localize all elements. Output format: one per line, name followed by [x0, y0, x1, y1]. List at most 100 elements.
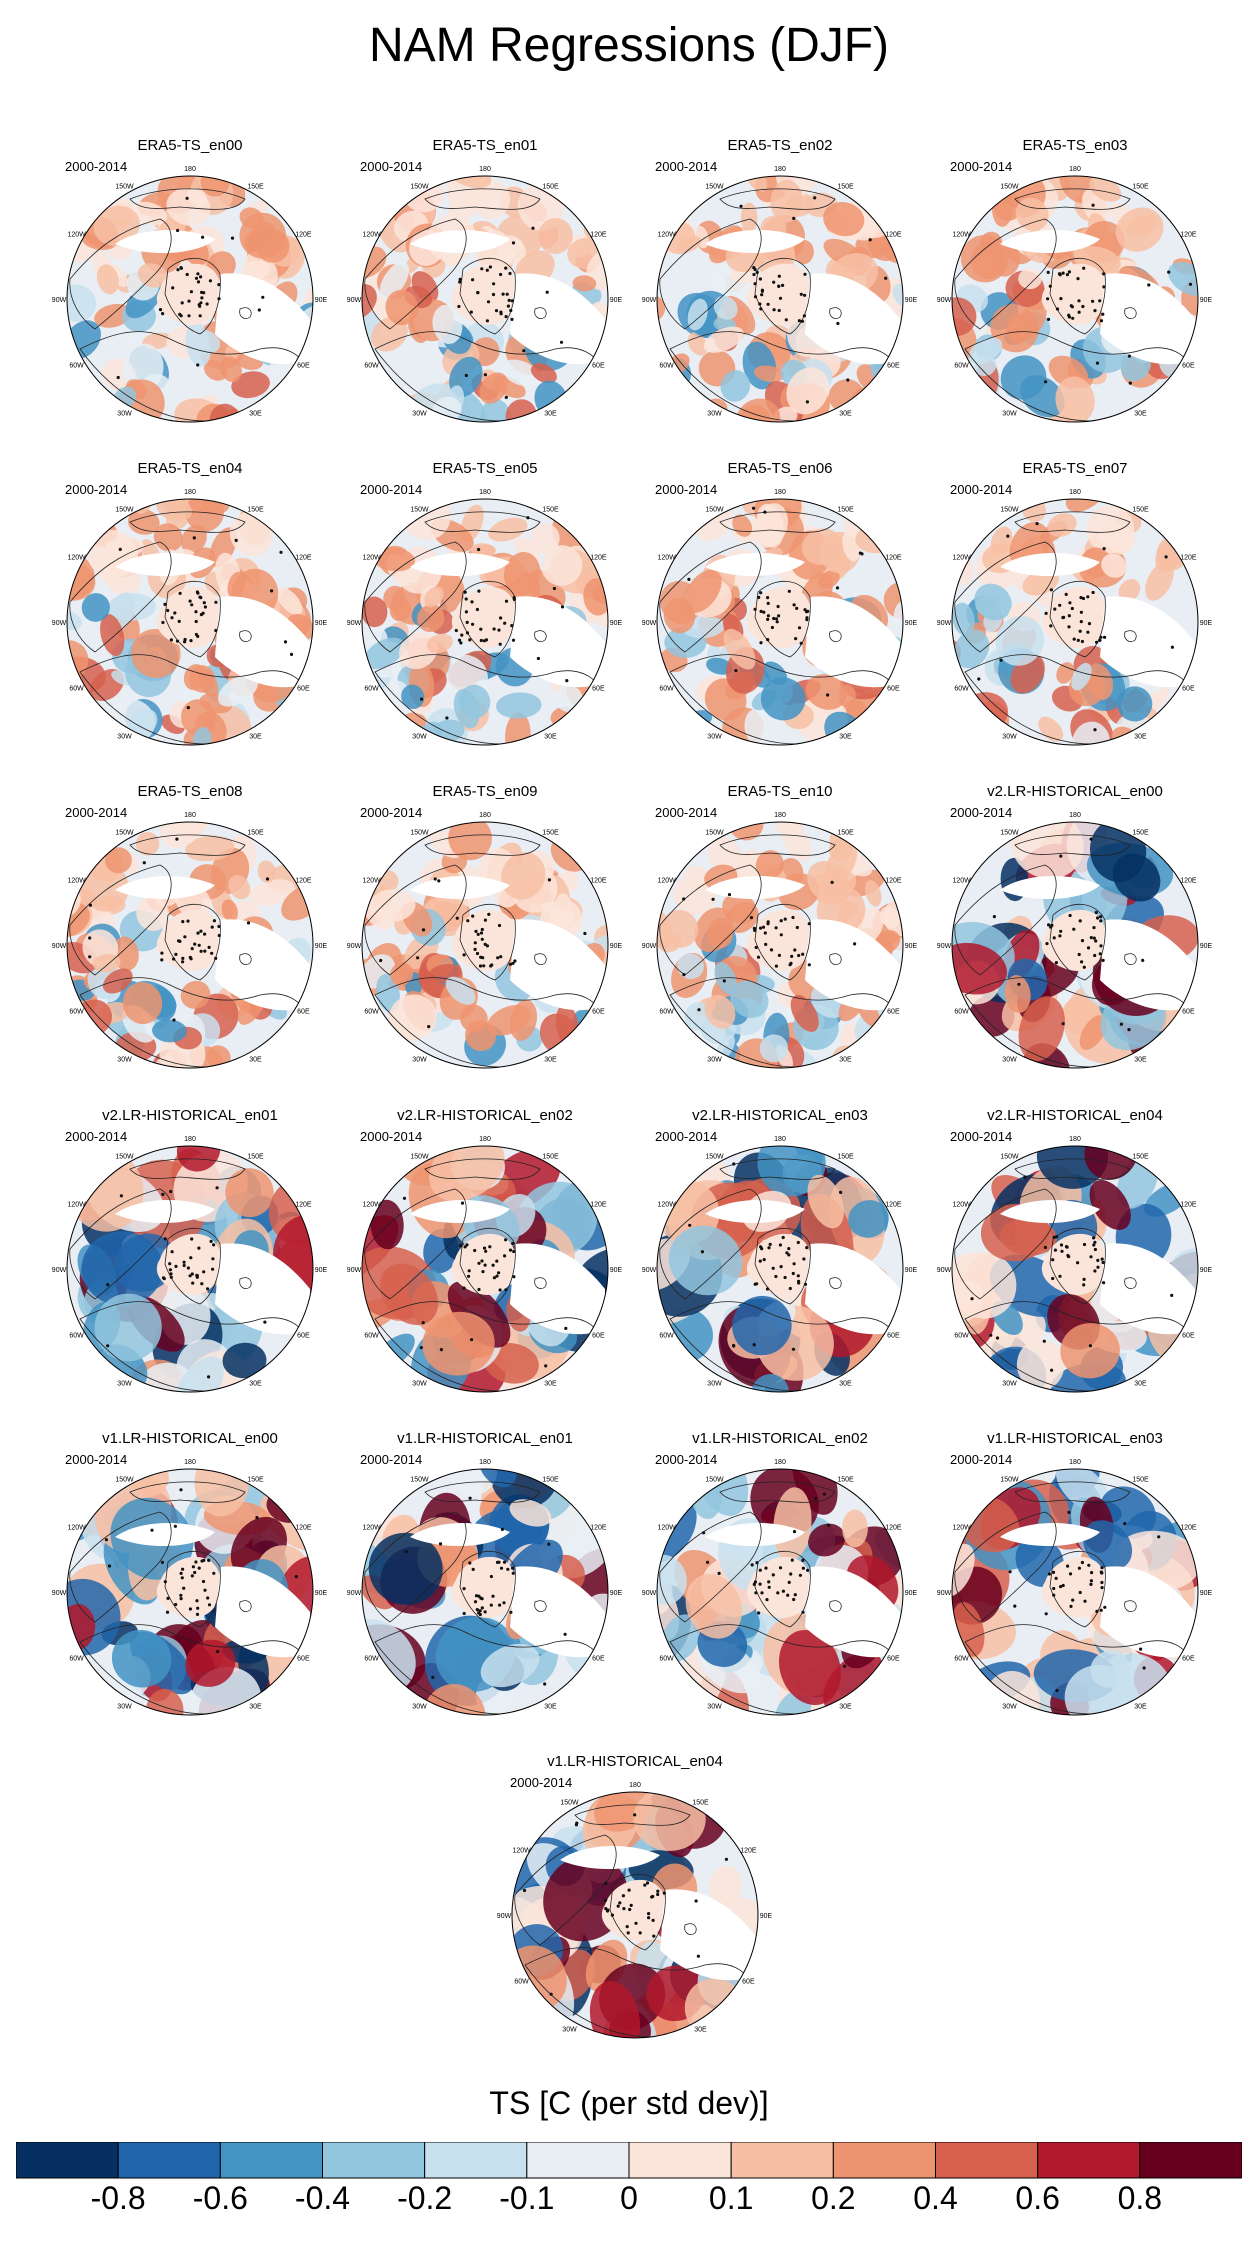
significance-dot: [458, 280, 462, 284]
coastline: [1049, 1550, 1106, 1628]
significance-dot: [638, 1931, 642, 1935]
longitude-label: 120W: [952, 1202, 971, 1209]
panel-period: 2000-2014: [950, 482, 1013, 497]
significance-dot: [1068, 913, 1072, 918]
longitude-label: 150E: [542, 1154, 559, 1161]
longitude-label: 120W: [952, 878, 971, 885]
significance-dot: [199, 275, 203, 279]
significance-dot: [1100, 1580, 1104, 1585]
map-boundary: [66, 498, 314, 746]
significance-dot: [1049, 588, 1053, 592]
significance-dot: [503, 621, 507, 625]
map-panel: ERA5-TS_en10 2000-2014 180 150E 120E 90E 60E 30…: [630, 783, 930, 1073]
colorbar-swatch: [832, 2142, 937, 2179]
anomaly-region: [228, 875, 251, 900]
coastline: [719, 834, 836, 856]
significance-dot: [777, 614, 781, 618]
anomaly-region: [401, 684, 425, 710]
significance-dot: [1088, 1344, 1092, 1348]
anomaly-region: [185, 1639, 236, 1687]
significance-dot: [777, 953, 781, 957]
longitude-label: 90E: [905, 1267, 918, 1274]
significance-dot: [502, 1601, 506, 1605]
significance-dot: [1139, 1647, 1143, 1651]
anomaly-region: [96, 264, 119, 295]
significance-dot: [652, 1934, 656, 1938]
significance-dot: [1077, 310, 1081, 314]
land-mask: [410, 1199, 510, 1224]
land-mask: [1000, 552, 1100, 577]
significance-dot: [1079, 596, 1083, 600]
significance-dot: [469, 310, 473, 314]
significance-dot: [150, 1528, 154, 1532]
significance-dot: [1081, 596, 1086, 601]
coastline: [954, 1511, 1057, 1623]
significance-dot: [88, 955, 92, 959]
significance-dot: [1035, 522, 1039, 526]
significance-dot: [207, 1603, 212, 1607]
significance-dot: [1099, 919, 1103, 923]
significance-dot: [504, 599, 509, 603]
land-mask: [705, 1199, 805, 1224]
longitude-label: 30E: [249, 410, 262, 417]
arctic-region: [156, 263, 221, 325]
anomaly-region: [383, 585, 405, 610]
anomaly-region: [1064, 1664, 1139, 1715]
anomaly-region: [166, 188, 211, 226]
significance-dot: [559, 340, 564, 344]
coastline: [129, 511, 246, 533]
significance-dot: [438, 1542, 443, 1546]
polar-map: 180150E120E90E60E30E030W60W90W120W150W: [642, 1136, 918, 1393]
polar-map: 180150E120E90E60E30E030W60W90W120W150W: [937, 1136, 1213, 1393]
significance-dot: [1067, 1510, 1071, 1514]
anomaly-region: [424, 586, 444, 608]
longitude-label: 60E: [1182, 363, 1195, 370]
significance-dot: [758, 1582, 762, 1586]
significance-dot: [1042, 1339, 1046, 1343]
significance-dot: [1094, 910, 1098, 915]
significance-dot: [178, 939, 182, 943]
panel-title: v2.LR-HISTORICAL_en04: [987, 1107, 1163, 1124]
anomaly-region: [541, 545, 583, 586]
significance-dot: [1052, 936, 1056, 940]
significance-dot: [1051, 1258, 1055, 1262]
significance-dot: [769, 948, 774, 952]
significance-dot: [484, 1249, 488, 1253]
map-boundary: [951, 1145, 1199, 1393]
longitude-label: 180: [774, 166, 786, 173]
significance-dot: [476, 291, 480, 295]
longitude-label: 30W: [707, 733, 722, 740]
polar-map: 180150E120E90E60E30E030W60W90W120W150W: [937, 1459, 1213, 1716]
anomaly-region: [808, 1523, 846, 1557]
significance-dot: [1077, 299, 1081, 303]
significance-dot: [1061, 1583, 1065, 1588]
significance-dot: [195, 1599, 199, 1603]
significance-dot: [805, 400, 809, 404]
significance-dot: [499, 310, 503, 314]
significance-dot: [214, 628, 218, 633]
anomaly-region: [722, 892, 757, 924]
significance-dot: [682, 897, 686, 901]
significance-dot: [798, 1573, 802, 1577]
significance-dot: [803, 272, 807, 276]
panel-title: v2.LR-HISTORICAL_en03: [692, 1107, 868, 1124]
coastline: [459, 580, 516, 658]
colorbar-swatch: [219, 2142, 323, 2179]
anomaly-region: [104, 847, 132, 874]
land-mask: [215, 1566, 310, 1658]
anomaly-region: [107, 593, 156, 621]
longitude-label: 180: [774, 489, 786, 496]
significance-dot: [196, 363, 200, 367]
significance-dot: [188, 599, 192, 603]
anomaly-region: [1118, 579, 1141, 602]
anomaly-region: [751, 1373, 789, 1392]
significance-dot: [1083, 1599, 1087, 1603]
colorbar-tick-label: -0.6: [192, 2180, 248, 2216]
significance-dot: [171, 286, 175, 290]
longitude-label: 120E: [885, 1202, 902, 1209]
map-boundary: [656, 821, 904, 1069]
anomaly-region: [501, 852, 546, 900]
coastline: [164, 1227, 221, 1305]
significance-dot: [634, 1921, 638, 1925]
significance-dot: [489, 964, 493, 968]
